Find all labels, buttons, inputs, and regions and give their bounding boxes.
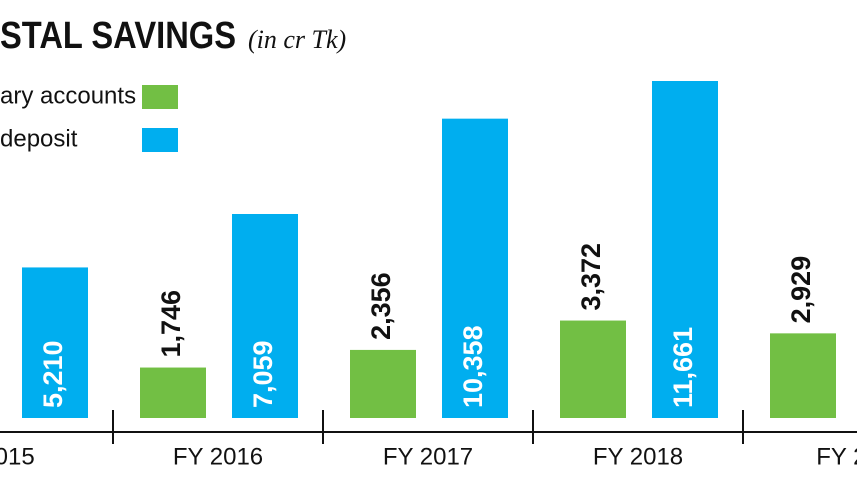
x-tick-label: 2015 (0, 443, 35, 470)
legend-swatch (142, 85, 178, 109)
bar (652, 81, 718, 418)
chart-subtitle: (in cr Tk) (248, 25, 346, 54)
bar (232, 213, 298, 418)
value-label: 11,661 (668, 327, 698, 408)
x-tick-label: FY 2016 (173, 443, 263, 470)
legend-label: deposit (0, 125, 78, 152)
bar (770, 333, 836, 418)
value-label: 3,372 (576, 243, 606, 311)
value-label: 7,059 (248, 340, 278, 408)
value-label: 2,929 (786, 256, 816, 324)
bar (140, 367, 206, 418)
chart-title: STAL SAVINGS (0, 15, 236, 57)
x-tick-label: FY 20 (816, 443, 857, 470)
value-label: 1,746 (156, 290, 186, 358)
x-tick-label: FY 2018 (593, 443, 683, 470)
value-label: 2,356 (366, 272, 396, 340)
value-label: 10,358 (458, 325, 488, 408)
legend-label: ary accounts (0, 82, 136, 109)
value-label: 5,210 (38, 340, 68, 408)
bar (22, 267, 88, 418)
legend-swatch (142, 128, 178, 152)
bar (442, 118, 508, 419)
x-tick-label: FY 2017 (383, 443, 473, 470)
bar (560, 320, 626, 418)
bar (350, 349, 416, 418)
